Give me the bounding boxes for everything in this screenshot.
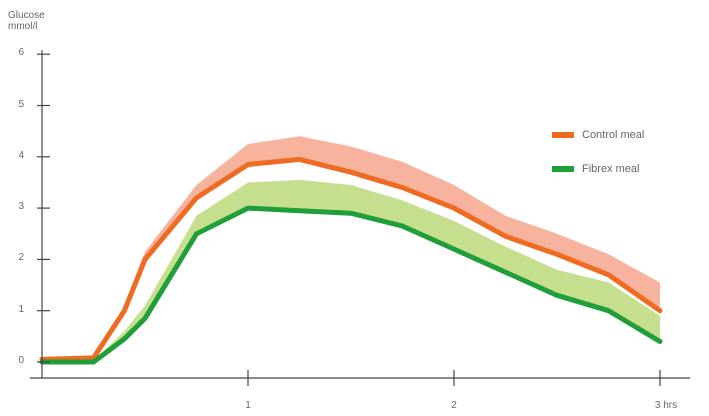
series-line-0	[39, 156, 663, 362]
y-tick-label-0: 0	[18, 355, 24, 366]
y-tick-label-2: 2	[18, 252, 24, 264]
legend-swatch-control	[552, 132, 574, 138]
legend-label-fibrex: Fibrex meal	[582, 163, 640, 175]
x-tick-label-0: 1	[245, 400, 251, 411]
y-tick-label-1: 1	[18, 303, 24, 315]
x-tick-label-2: 3 hrs	[654, 400, 678, 411]
y-tick-label-3: 3	[18, 201, 24, 213]
legend-item-control: Control meal	[552, 129, 644, 141]
series-line-1	[39, 205, 663, 365]
legend-item-fibrex: Fibrex meal	[552, 163, 639, 175]
y-tick-label-5: 5	[18, 98, 24, 110]
y-axis-label: Glucose mmol/l	[8, 10, 45, 32]
legend-label-control: Control meal	[582, 129, 645, 141]
y-tick-label-4: 4	[18, 149, 24, 161]
y-tick-label-6: 6	[18, 47, 24, 59]
series-band-0	[42, 136, 660, 360]
x-tick-label-1: 2	[451, 400, 457, 411]
series-band-1	[42, 179, 660, 362]
legend-swatch-fibrex	[552, 166, 574, 172]
